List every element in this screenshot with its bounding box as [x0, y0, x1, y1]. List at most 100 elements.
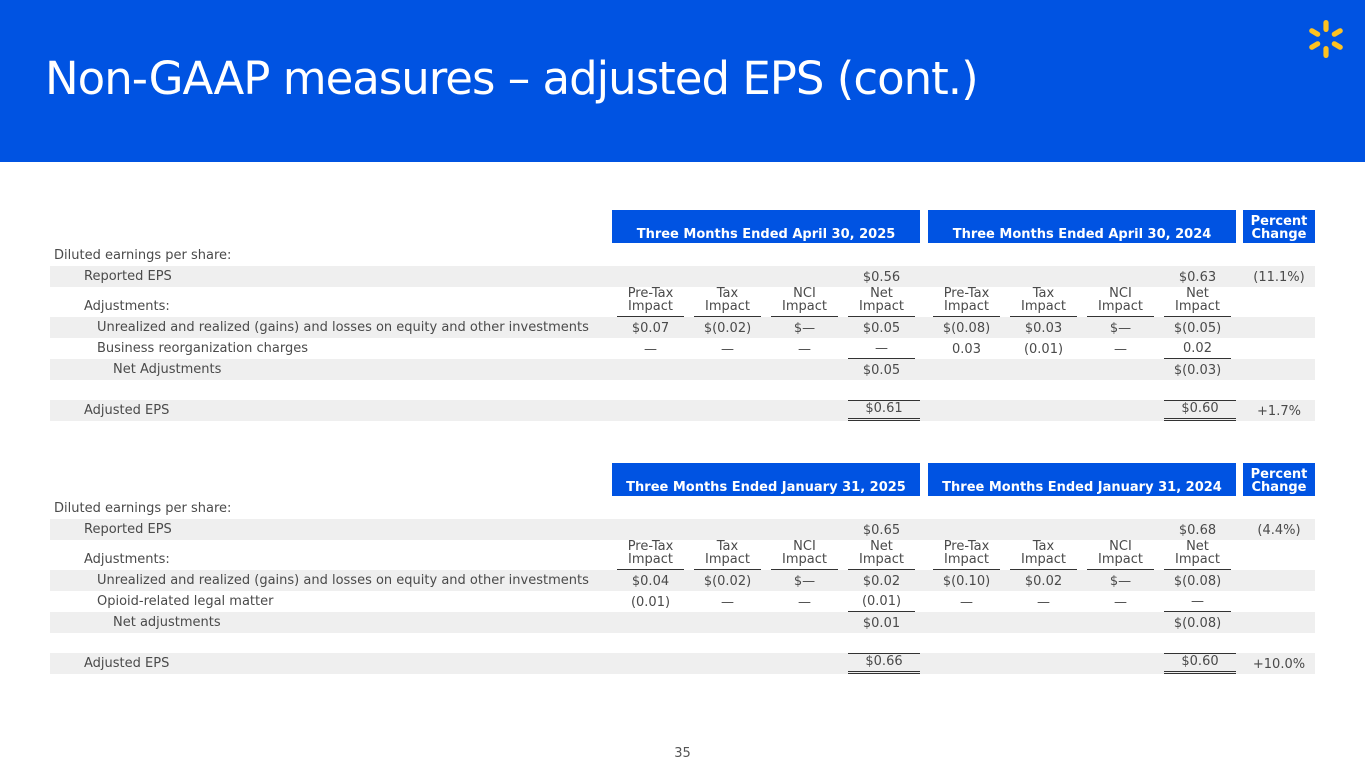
value-cell: 0.02: [1164, 338, 1231, 359]
value-cell: —: [848, 338, 915, 359]
row-label: Diluted earnings per share:: [54, 501, 232, 516]
empty-cell: [1082, 400, 1159, 421]
table-row: Adjustments: Pre-Tax Impact Tax Impact NCI …: [50, 540, 1315, 570]
change-header: Percent Change: [1243, 210, 1315, 243]
empty-cell: [612, 519, 689, 540]
empty-cell: [612, 359, 689, 380]
table-row: Reported EPS $0.65 $0.68 (4.4%): [50, 519, 1315, 540]
spacer: [1236, 400, 1243, 421]
value-cell: —: [1114, 342, 1127, 357]
spacer: [1236, 210, 1243, 243]
value-cell: $0.61: [848, 400, 920, 421]
empty-cell: [1005, 612, 1082, 633]
spacer: [920, 317, 928, 338]
column-header: NCI Impact: [771, 540, 838, 570]
spacer: [1236, 338, 1243, 359]
value-cell: $0.60: [1164, 653, 1236, 674]
row-label: Net Adjustments: [113, 362, 222, 377]
value-cell: $(0.05): [1173, 321, 1222, 336]
spacer: [920, 266, 928, 287]
column-header: Net Impact: [1164, 540, 1231, 570]
spacer: [1236, 653, 1243, 674]
row-label: Net adjustments: [113, 615, 221, 630]
spacer: [920, 591, 928, 612]
value-cell: $0.60: [1164, 400, 1236, 421]
row-label: Adjustments:: [84, 299, 170, 314]
empty-cell: [689, 359, 766, 380]
table-row: Net adjustments $0.01 $(0.08): [50, 612, 1315, 633]
empty-cell: [1082, 266, 1159, 287]
empty-cell: [1243, 540, 1315, 570]
spacer: [920, 498, 928, 519]
empty-cell: [766, 400, 843, 421]
empty-cell: [928, 359, 1005, 380]
column-header: NCI Impact: [771, 287, 838, 317]
value-cell: $0.02: [862, 574, 901, 589]
empty-cell: [1243, 338, 1315, 359]
header-row: Three Months Ended January 31, 2025 Three…: [50, 463, 1315, 496]
column-header: Pre-Tax Impact: [617, 540, 684, 570]
row-label: Business reorganization charges: [97, 341, 308, 356]
empty-cell: [689, 400, 766, 421]
empty-cell: [928, 400, 1005, 421]
empty-cell: [1082, 498, 1159, 519]
column-header: Net Impact: [1164, 287, 1231, 317]
empty-cell: [689, 519, 766, 540]
row-label: Reported EPS: [84, 522, 172, 537]
empty-cell: [766, 498, 843, 519]
value-cell: —: [960, 595, 973, 610]
empty-cell: [766, 359, 843, 380]
row-label: Unrealized and realized (gains) and loss…: [97, 573, 589, 588]
row-label: Adjusted EPS: [84, 656, 170, 671]
value-cell: $0.65: [862, 523, 901, 538]
value-cell: —: [644, 342, 657, 357]
empty-cell: [689, 498, 766, 519]
row-label: Adjustments:: [84, 552, 170, 567]
empty-cell: [689, 245, 766, 266]
value-cell: (0.01): [1023, 342, 1064, 357]
value-cell: $(0.08): [942, 321, 991, 336]
eps-table: Three Months Ended April 30, 2025 Three M…: [50, 210, 1315, 421]
page-number: 35: [674, 746, 691, 761]
empty-cell: [1243, 317, 1315, 338]
empty-cell: [766, 266, 843, 287]
value-cell: —: [1164, 591, 1231, 612]
empty-cell: [1005, 519, 1082, 540]
spacer: [1236, 540, 1243, 570]
spacer: [1236, 245, 1243, 266]
spacer: [1236, 266, 1243, 287]
table-row: Adjusted EPS $0.61 $0.60 +1.7%: [50, 400, 1315, 421]
empty-cell: [612, 498, 689, 519]
column-header: Tax Impact: [1010, 540, 1077, 570]
value-cell: $0.05: [862, 363, 901, 378]
empty-cell: [612, 612, 689, 633]
period-header: Three Months Ended April 30, 2025: [612, 210, 920, 243]
empty-cell: [1243, 245, 1315, 266]
value-cell: $—: [793, 321, 816, 336]
value-cell: (0.01): [848, 591, 915, 612]
row-label: Unrealized and realized (gains) and loss…: [97, 320, 589, 335]
empty-cell: [1243, 359, 1315, 380]
empty-cell: [928, 612, 1005, 633]
value-cell: $(0.03): [1173, 363, 1222, 378]
spacer: [920, 338, 928, 359]
spacer: [920, 612, 928, 633]
table-row: Adjusted EPS $0.66 $0.60 +10.0%: [50, 653, 1315, 674]
value-cell: (0.01): [630, 595, 671, 610]
table-row: Business reorganization charges — — — — 0.03 (…: [50, 338, 1315, 359]
spacer: [920, 245, 928, 266]
value-cell: $0.63: [1178, 270, 1217, 285]
value-cell: —: [1037, 595, 1050, 610]
spacer: [920, 570, 928, 591]
column-header: Tax Impact: [694, 287, 761, 317]
empty-cell: [1082, 359, 1159, 380]
value-cell: —: [721, 342, 734, 357]
empty-cell: [1005, 245, 1082, 266]
spacer: [50, 210, 612, 243]
column-header: Tax Impact: [694, 540, 761, 570]
spacer: [1236, 498, 1243, 519]
empty-cell: [612, 245, 689, 266]
empty-cell: [928, 266, 1005, 287]
spacer: [1236, 359, 1243, 380]
spacer: [920, 519, 928, 540]
